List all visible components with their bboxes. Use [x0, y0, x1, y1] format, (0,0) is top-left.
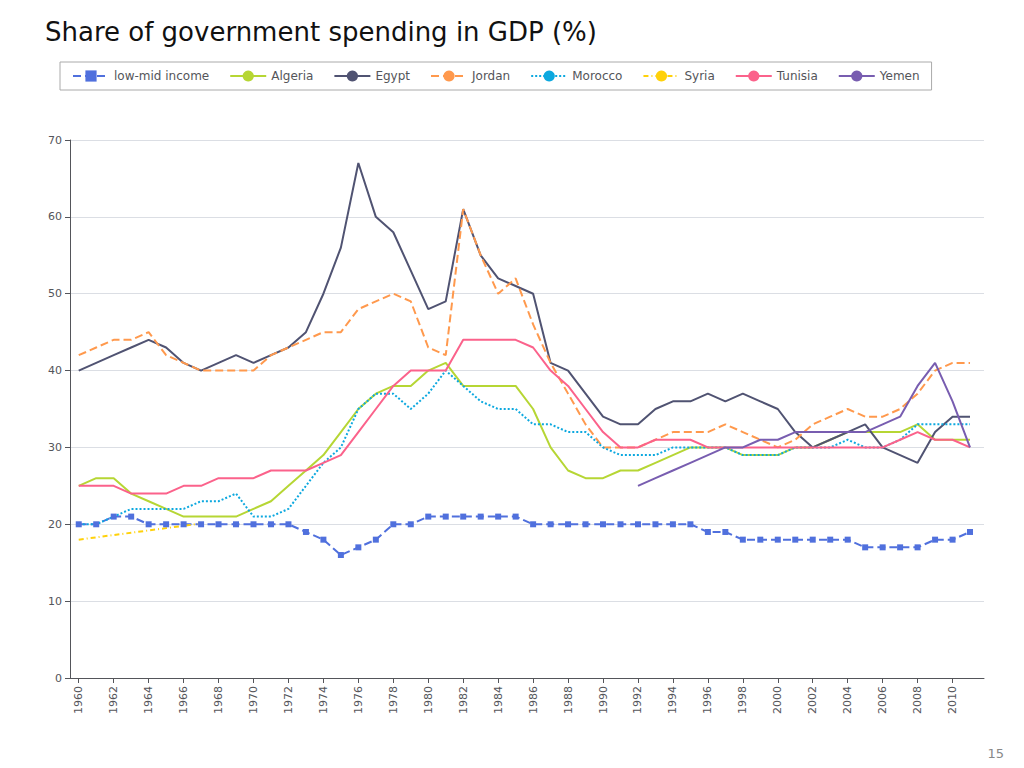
svg-text:1982: 1982 — [457, 686, 470, 714]
svg-text:Egypt: Egypt — [375, 69, 410, 83]
svg-text:1996: 1996 — [701, 686, 714, 714]
svg-text:2008: 2008 — [911, 686, 924, 714]
svg-text:60: 60 — [48, 210, 62, 223]
svg-text:1986: 1986 — [527, 686, 540, 714]
svg-text:1992: 1992 — [631, 686, 644, 714]
svg-text:1972: 1972 — [282, 686, 295, 714]
svg-text:Morocco: Morocco — [572, 69, 622, 83]
svg-text:15: 15 — [987, 746, 1004, 761]
svg-text:0: 0 — [55, 672, 62, 685]
svg-text:1990: 1990 — [597, 686, 610, 714]
svg-text:1980: 1980 — [422, 686, 435, 714]
svg-text:1994: 1994 — [666, 686, 679, 714]
svg-text:20: 20 — [48, 518, 62, 531]
svg-text:2004: 2004 — [841, 686, 854, 714]
svg-text:50: 50 — [48, 287, 62, 300]
svg-text:30: 30 — [48, 441, 62, 454]
svg-text:Jordan: Jordan — [471, 69, 510, 83]
svg-text:Algeria: Algeria — [271, 69, 313, 83]
svg-text:70: 70 — [48, 134, 62, 147]
svg-text:2002: 2002 — [806, 686, 819, 714]
svg-text:1988: 1988 — [562, 686, 575, 714]
svg-text:40: 40 — [48, 364, 62, 377]
svg-text:1984: 1984 — [492, 686, 505, 714]
svg-text:1976: 1976 — [352, 686, 365, 714]
svg-text:low-mid income: low-mid income — [114, 69, 209, 83]
svg-text:2000: 2000 — [771, 686, 784, 714]
svg-text:1966: 1966 — [177, 686, 190, 714]
svg-text:1962: 1962 — [107, 686, 120, 714]
svg-text:1970: 1970 — [247, 686, 260, 714]
svg-text:Share of government spending i: Share of government spending in GDP (%) — [45, 17, 597, 47]
svg-text:1974: 1974 — [317, 686, 330, 714]
svg-text:1968: 1968 — [212, 686, 225, 714]
svg-text:1960: 1960 — [72, 686, 85, 714]
svg-text:1998: 1998 — [736, 686, 749, 714]
svg-text:Tunisia: Tunisia — [776, 69, 818, 83]
svg-text:2006: 2006 — [876, 686, 889, 714]
svg-text:2010: 2010 — [946, 686, 959, 714]
svg-text:1978: 1978 — [387, 686, 400, 714]
svg-text:Syria: Syria — [684, 69, 714, 83]
svg-text:Yemen: Yemen — [879, 69, 920, 83]
svg-text:1964: 1964 — [142, 686, 155, 714]
svg-text:10: 10 — [48, 595, 62, 608]
